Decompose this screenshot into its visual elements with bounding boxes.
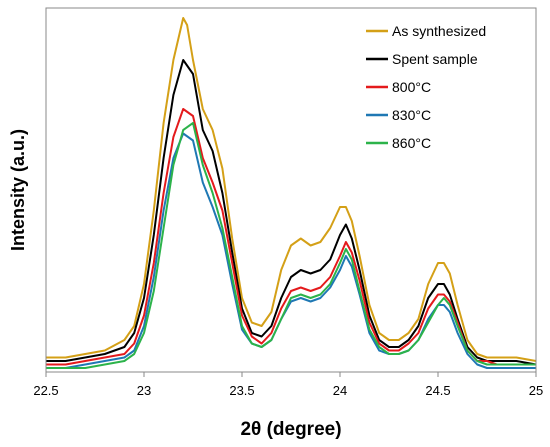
series-line-0 <box>46 17 537 362</box>
plot-area <box>46 17 537 369</box>
x-tick-label: 25 <box>529 383 543 398</box>
legend-label-4: 860°C <box>392 135 431 151</box>
legend-label-2: 800°C <box>392 79 431 95</box>
series-line-4 <box>46 122 536 369</box>
x-tick-label: 24 <box>333 383 347 398</box>
legend: As synthesized Spent sample 800°C 830°C 860°… <box>366 23 486 151</box>
series-line-1 <box>46 59 537 366</box>
legend-label-0: As synthesized <box>392 23 486 39</box>
legend-label-1: Spent sample <box>392 51 478 67</box>
x-axis-title: 2θ (degree) <box>240 419 341 440</box>
series-line-3 <box>46 132 536 369</box>
x-tick-label: 23 <box>137 383 151 398</box>
x-tick-label: 23.5 <box>229 383 254 398</box>
series-line-2 <box>46 108 536 366</box>
plot-frame <box>45 7 537 373</box>
y-axis-title: Intensity (a.u.) <box>8 129 28 251</box>
legend-label-3: 830°C <box>392 107 431 123</box>
x-tick-label: 22.5 <box>33 383 58 398</box>
x-axis-ticks: 22.5 23 23.5 24 24.5 25 <box>33 372 543 398</box>
x-tick-label: 24.5 <box>425 383 450 398</box>
